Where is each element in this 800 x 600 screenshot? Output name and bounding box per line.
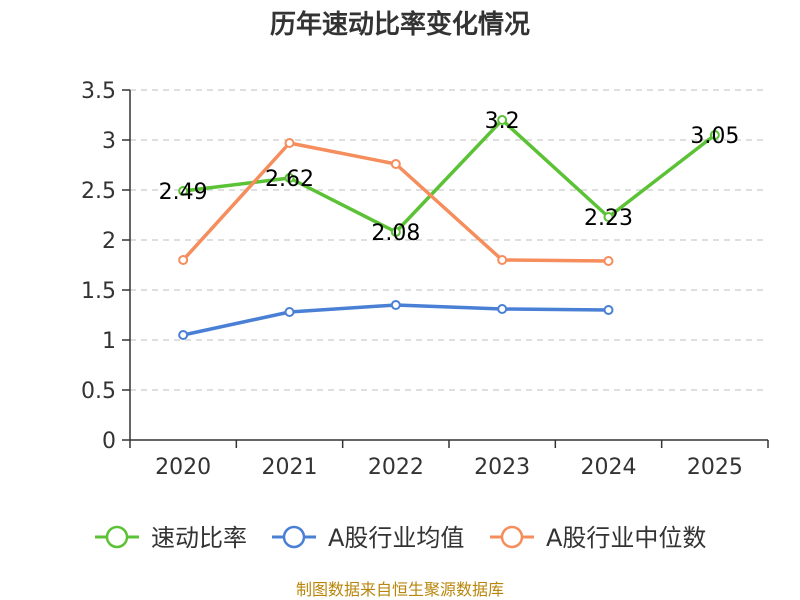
y-tick-label-1: 0.5 — [81, 379, 116, 404]
legend-label-2: A股行业中位数 — [546, 524, 706, 552]
series-2-point-2020 — [178, 255, 189, 265]
y-tick-label-4: 2 — [102, 229, 116, 254]
data-label-2022: 2.08 — [371, 221, 420, 246]
legend-label-1: A股行业均值 — [328, 524, 464, 552]
legend-marker-0 — [105, 525, 129, 549]
series-1-point-2020 — [178, 330, 189, 340]
series-0-point-2021 — [284, 173, 295, 183]
series-2-point-2024 — [603, 256, 614, 266]
x-tick-label-2025: 2025 — [687, 455, 743, 480]
series-0-point-2025 — [709, 130, 720, 140]
legend-marker-2 — [500, 525, 524, 549]
y-tick-label-6: 3 — [102, 129, 116, 154]
series-2-point-2021 — [284, 138, 295, 148]
x-tick-label-2023: 2023 — [474, 455, 530, 480]
data-labels: 2.49 2.62 2.08 3.2 2.23 3.05 — [159, 109, 740, 246]
series-0-point-2023 — [497, 115, 508, 125]
data-label-2024: 2.23 — [584, 206, 633, 231]
y-tick-label-7: 3.5 — [81, 79, 116, 104]
series-line-0 — [182, 118, 716, 234]
series-1-point-2022 — [390, 300, 401, 310]
series-0-point-2024 — [603, 212, 614, 222]
series-2-point-2023 — [497, 255, 508, 265]
legend-label-0: 速动比率 — [151, 524, 247, 552]
series-0-point-2022 — [390, 227, 401, 237]
data-label-2021: 2.62 — [265, 167, 314, 192]
x-tick-label-2022: 2022 — [368, 455, 424, 480]
series-layer — [178, 115, 720, 340]
series-0-point-2020 — [178, 186, 189, 196]
series-1-point-2021 — [284, 307, 295, 317]
legend-marker-1 — [282, 525, 306, 549]
x-tick-label-2024: 2024 — [581, 455, 637, 480]
grid-lines — [130, 89, 768, 391]
chart-title: 历年速动比率变化情况 — [270, 9, 530, 40]
y-tick-label-2: 1 — [102, 329, 116, 354]
axes: 0 0.5 1 1.5 2 2.5 3 3.5 2020 2021 2022 2023 2024 2025 — [81, 79, 769, 480]
y-tick-label-0: 0 — [102, 429, 116, 454]
data-label-2025: 3.05 — [690, 124, 739, 149]
x-tick-label-2020: 2020 — [155, 455, 211, 480]
series-1-point-2024 — [603, 305, 614, 315]
x-tick-label-2021: 2021 — [262, 455, 318, 480]
series-1-point-2023 — [497, 304, 508, 314]
data-label-2023: 3.2 — [485, 109, 520, 134]
series-2-point-2022 — [390, 159, 401, 169]
data-label-2020: 2.49 — [159, 180, 208, 205]
y-tick-label-5: 2.5 — [81, 179, 116, 204]
legend: 速动比率 A股行业均值 A股行业中位数 — [95, 524, 706, 552]
source-footer: 制图数据来自恒生聚源数据库 — [296, 580, 504, 599]
y-tick-label-3: 1.5 — [81, 279, 116, 304]
